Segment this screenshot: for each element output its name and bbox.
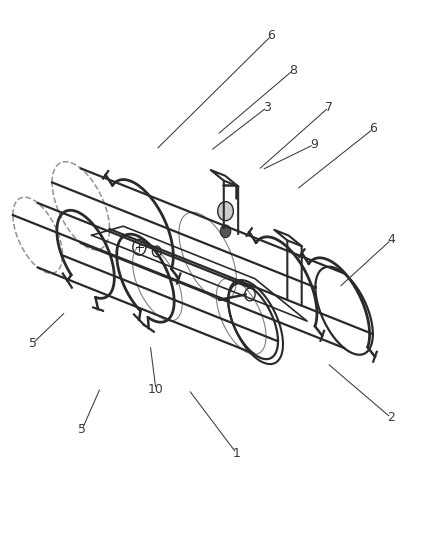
Text: 6: 6 [370,122,378,135]
Text: 4: 4 [387,233,395,246]
Text: 10: 10 [148,383,164,396]
Text: 2: 2 [387,411,395,424]
Text: 5: 5 [78,423,86,437]
Text: 8: 8 [289,64,297,77]
Text: 3: 3 [263,101,271,114]
Text: 7: 7 [325,101,333,114]
Text: 5: 5 [29,337,37,350]
Text: 6: 6 [267,29,275,42]
Text: 1: 1 [233,447,240,459]
Circle shape [218,201,233,221]
Circle shape [220,225,231,238]
Text: 9: 9 [310,138,318,151]
